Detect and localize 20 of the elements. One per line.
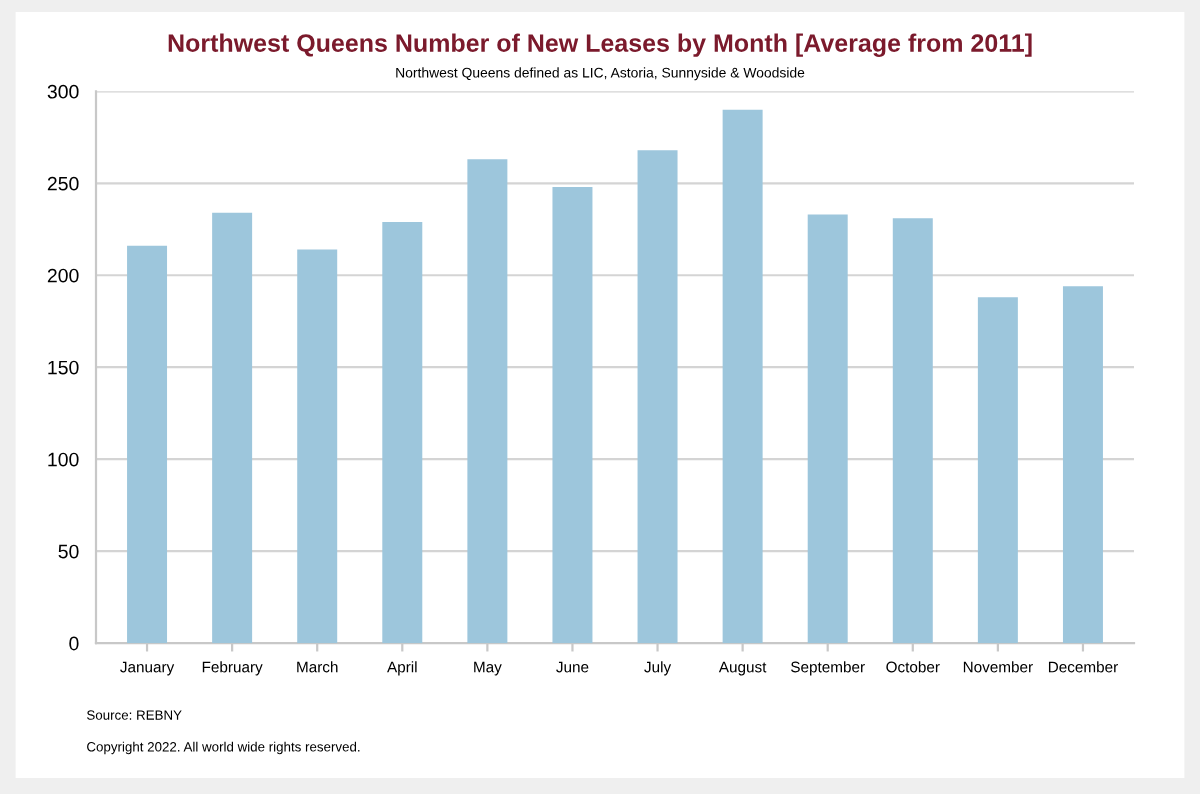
bar xyxy=(807,214,848,644)
y-tick-label: 150 xyxy=(48,360,79,375)
bar xyxy=(637,150,678,644)
y-tick-label: 300 xyxy=(47,84,79,99)
bar xyxy=(892,218,933,644)
bar xyxy=(467,159,508,644)
y-tick-label: 250 xyxy=(47,176,79,191)
bar xyxy=(722,109,763,644)
bar xyxy=(297,249,338,644)
chart-title: Northwest Queens Number of New Leases by Month [Average from 2011] xyxy=(168,33,1032,57)
bar xyxy=(552,186,593,644)
bar xyxy=(382,221,423,644)
y-tick-label: 50 xyxy=(58,544,79,559)
bar xyxy=(977,297,1018,644)
y-tick-label: 200 xyxy=(47,268,79,283)
bar xyxy=(127,245,168,644)
y-tick-label: 0 xyxy=(69,636,79,651)
bar xyxy=(1062,286,1103,644)
y-tick-label: 100 xyxy=(48,452,79,467)
bar xyxy=(212,212,253,644)
